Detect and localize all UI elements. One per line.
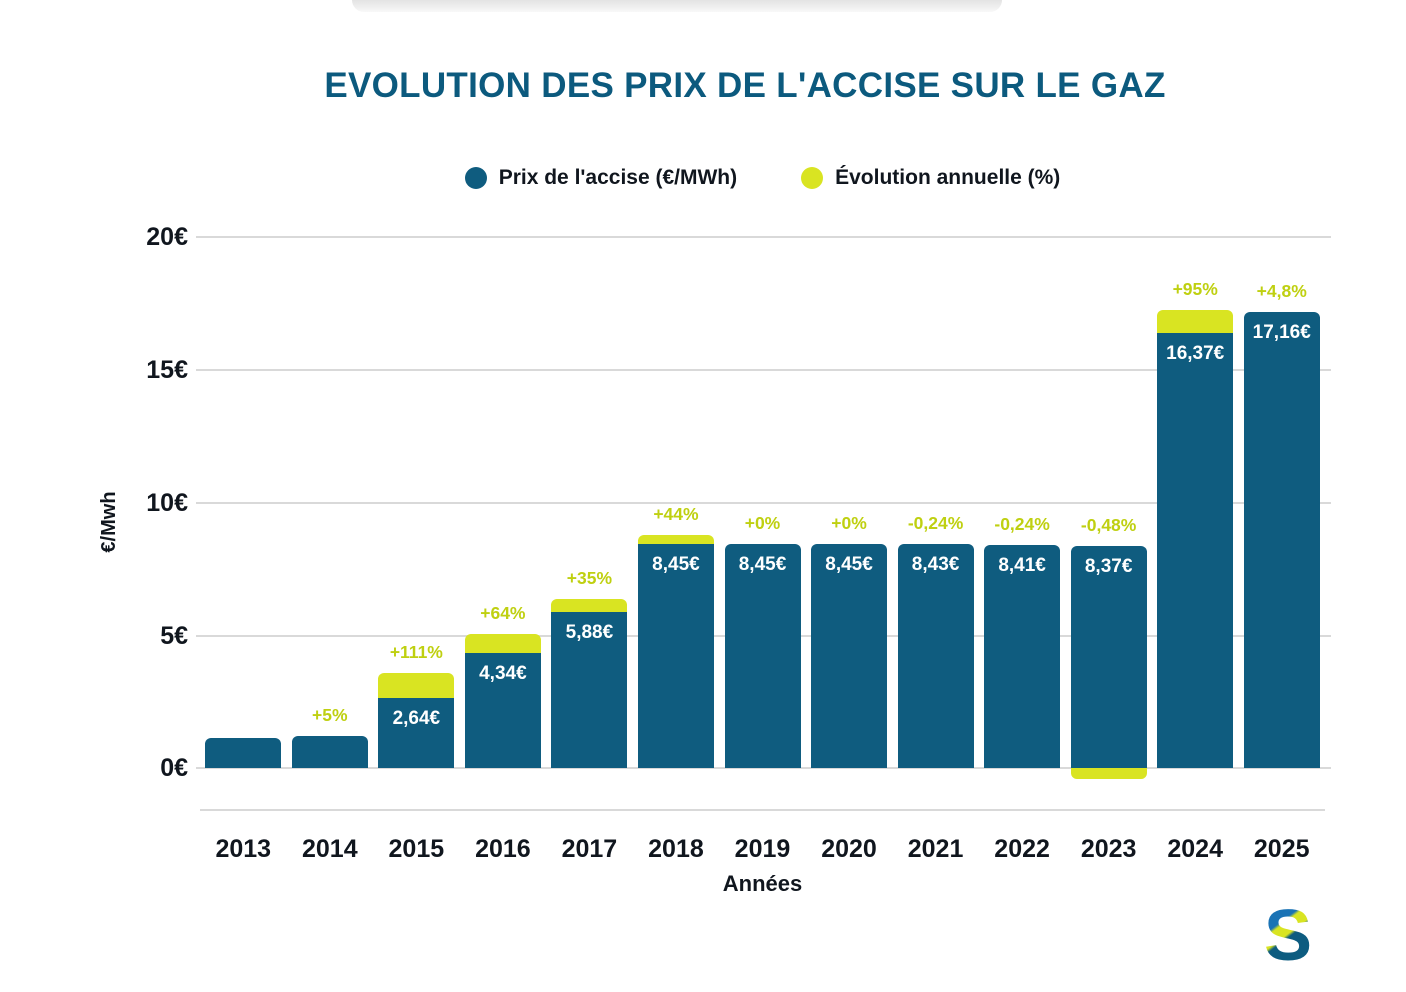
x-tick-label-2023: 2023 — [1080, 835, 1137, 863]
y-tick-label-15€: 15€ — [146, 355, 188, 384]
evolution-percent-label-2021: -0,24% — [907, 513, 964, 534]
selectra-logo-icon: S — [1264, 896, 1312, 976]
evolution-cap-2017 — [551, 598, 628, 613]
price-value-label-2018: 8,45€ — [652, 553, 700, 575]
x-tick-label-2025: 2025 — [1253, 835, 1310, 863]
price-value-label-2016: 4,34€ — [479, 663, 527, 685]
price-value-label-2020: 8,45€ — [825, 553, 873, 575]
evolution-percent-label-2016: +64% — [480, 603, 526, 624]
x-tick-label-2016: 2016 — [475, 835, 531, 863]
price-value-label-2017: 5,88€ — [565, 622, 614, 644]
logo-letter: S — [1264, 898, 1312, 974]
gridline-10€ — [196, 501, 1331, 504]
x-tick-label-2018: 2018 — [648, 835, 704, 863]
gridline-0€ — [196, 767, 1331, 770]
x-tick-label-2024: 2024 — [1167, 835, 1223, 863]
price-bar-2018 — [637, 543, 714, 769]
price-bar-2016 — [464, 653, 541, 769]
selectra-logo: S — [1246, 896, 1330, 976]
evolution-cap-2015 — [378, 673, 455, 699]
x-tick-label-2017: 2017 — [561, 835, 618, 863]
price-value-label-2024: 16,37€ — [1166, 343, 1225, 365]
chart-title: EVOLUTION DES PRIX DE L'ACCISE SUR LE GA… — [324, 66, 1166, 105]
price-bar-2022 — [984, 544, 1061, 769]
evolution-percent-label-2018: +44% — [653, 503, 699, 524]
x-tick-label-2013: 2013 — [215, 835, 272, 863]
evolution-cap-2016 — [464, 634, 541, 654]
x-tick-label-2015: 2015 — [388, 835, 445, 863]
price-value-label-2023: 8,37€ — [1084, 556, 1133, 578]
price-bar-2020 — [811, 543, 888, 769]
evolution-percent-label-2020: +0% — [831, 512, 867, 533]
x-tick-label-2019: 2019 — [734, 835, 791, 863]
prix-legend-dot-icon — [464, 167, 487, 189]
plot-area: +5% 2,64€ +111% 4,34€ +64% 5,88€ +35% 8,45€ +44%… — [196, 236, 1331, 811]
price-value-label-2022: 8,41€ — [998, 554, 1046, 576]
evolution-percent-label-2017: +35% — [566, 567, 613, 588]
evolution-percent-label-2024: +95% — [1172, 279, 1218, 300]
gridline-20€ — [196, 236, 1331, 238]
evolution-cap-2024 — [1157, 310, 1234, 334]
evolution-percent-label-2015: +111% — [389, 642, 443, 663]
price-bar-2025 — [1243, 312, 1320, 769]
y-tick-label-20€: 20€ — [146, 223, 188, 251]
x-tick-label-2014: 2014 — [301, 835, 358, 863]
x-axis-ticks: 2013 2014 2015 2016 2017 2018 2019 2020 2021 2022… — [0, 833, 1406, 867]
price-bar-2013 — [205, 737, 282, 769]
price-bar-2024 — [1157, 333, 1234, 769]
evolution-cap-2023 — [1070, 768, 1147, 779]
x-tick-label-2020: 2020 — [821, 835, 877, 863]
evolution-legend-dot-icon — [801, 167, 824, 189]
evolution-percent-label-2022: -0,24% — [994, 513, 1050, 534]
price-bar-2014 — [291, 736, 368, 769]
x-tick-label-2021: 2021 — [907, 835, 964, 863]
x-tick-label-2022: 2022 — [994, 835, 1050, 863]
price-bar-2017 — [551, 612, 628, 769]
y-tick-label-10€: 10€ — [146, 488, 188, 517]
price-value-label-2021: 8,43€ — [911, 554, 960, 576]
y-tick-label-0€: 0€ — [160, 754, 188, 783]
x-axis-title: Années — [722, 871, 803, 896]
price-value-label-2019: 8,45€ — [738, 553, 787, 575]
evolution-cap-2018 — [637, 534, 714, 544]
evolution-percent-label-2014: +5% — [312, 705, 348, 726]
chart-legend: Prix de l'accise (€/MWh) Évolution annuel… — [200, 166, 1325, 190]
y-axis-ticks: 20€ 15€ 10€ 5€ 0€ — [88, 223, 188, 811]
price-bar-2015 — [378, 698, 455, 769]
gridline-15€ — [196, 368, 1331, 371]
legend-label-evolution: Évolution annuelle (%) — [835, 166, 1061, 189]
evolution-percent-label-2019: +0% — [744, 512, 781, 533]
price-bar-2021 — [897, 544, 974, 769]
legend-label-prix: Prix de l'accise (€/MWh) — [498, 166, 738, 189]
evolution-percent-label-2025: +4,8% — [1256, 281, 1307, 302]
legend-item-prix: Prix de l'accise (€/MWh) — [464, 166, 738, 190]
price-value-label-2025: 17,16€ — [1252, 322, 1311, 344]
top-shadow — [352, 0, 1002, 12]
price-value-label-2015: 2,64€ — [392, 708, 441, 730]
y-tick-label-5€: 5€ — [160, 621, 188, 650]
price-bar-2023 — [1070, 546, 1147, 769]
evolution-percent-label-2023: -0,48% — [1080, 515, 1137, 536]
price-bar-2019 — [724, 543, 801, 769]
legend-item-evolution: Évolution annuelle (%) — [801, 166, 1060, 190]
